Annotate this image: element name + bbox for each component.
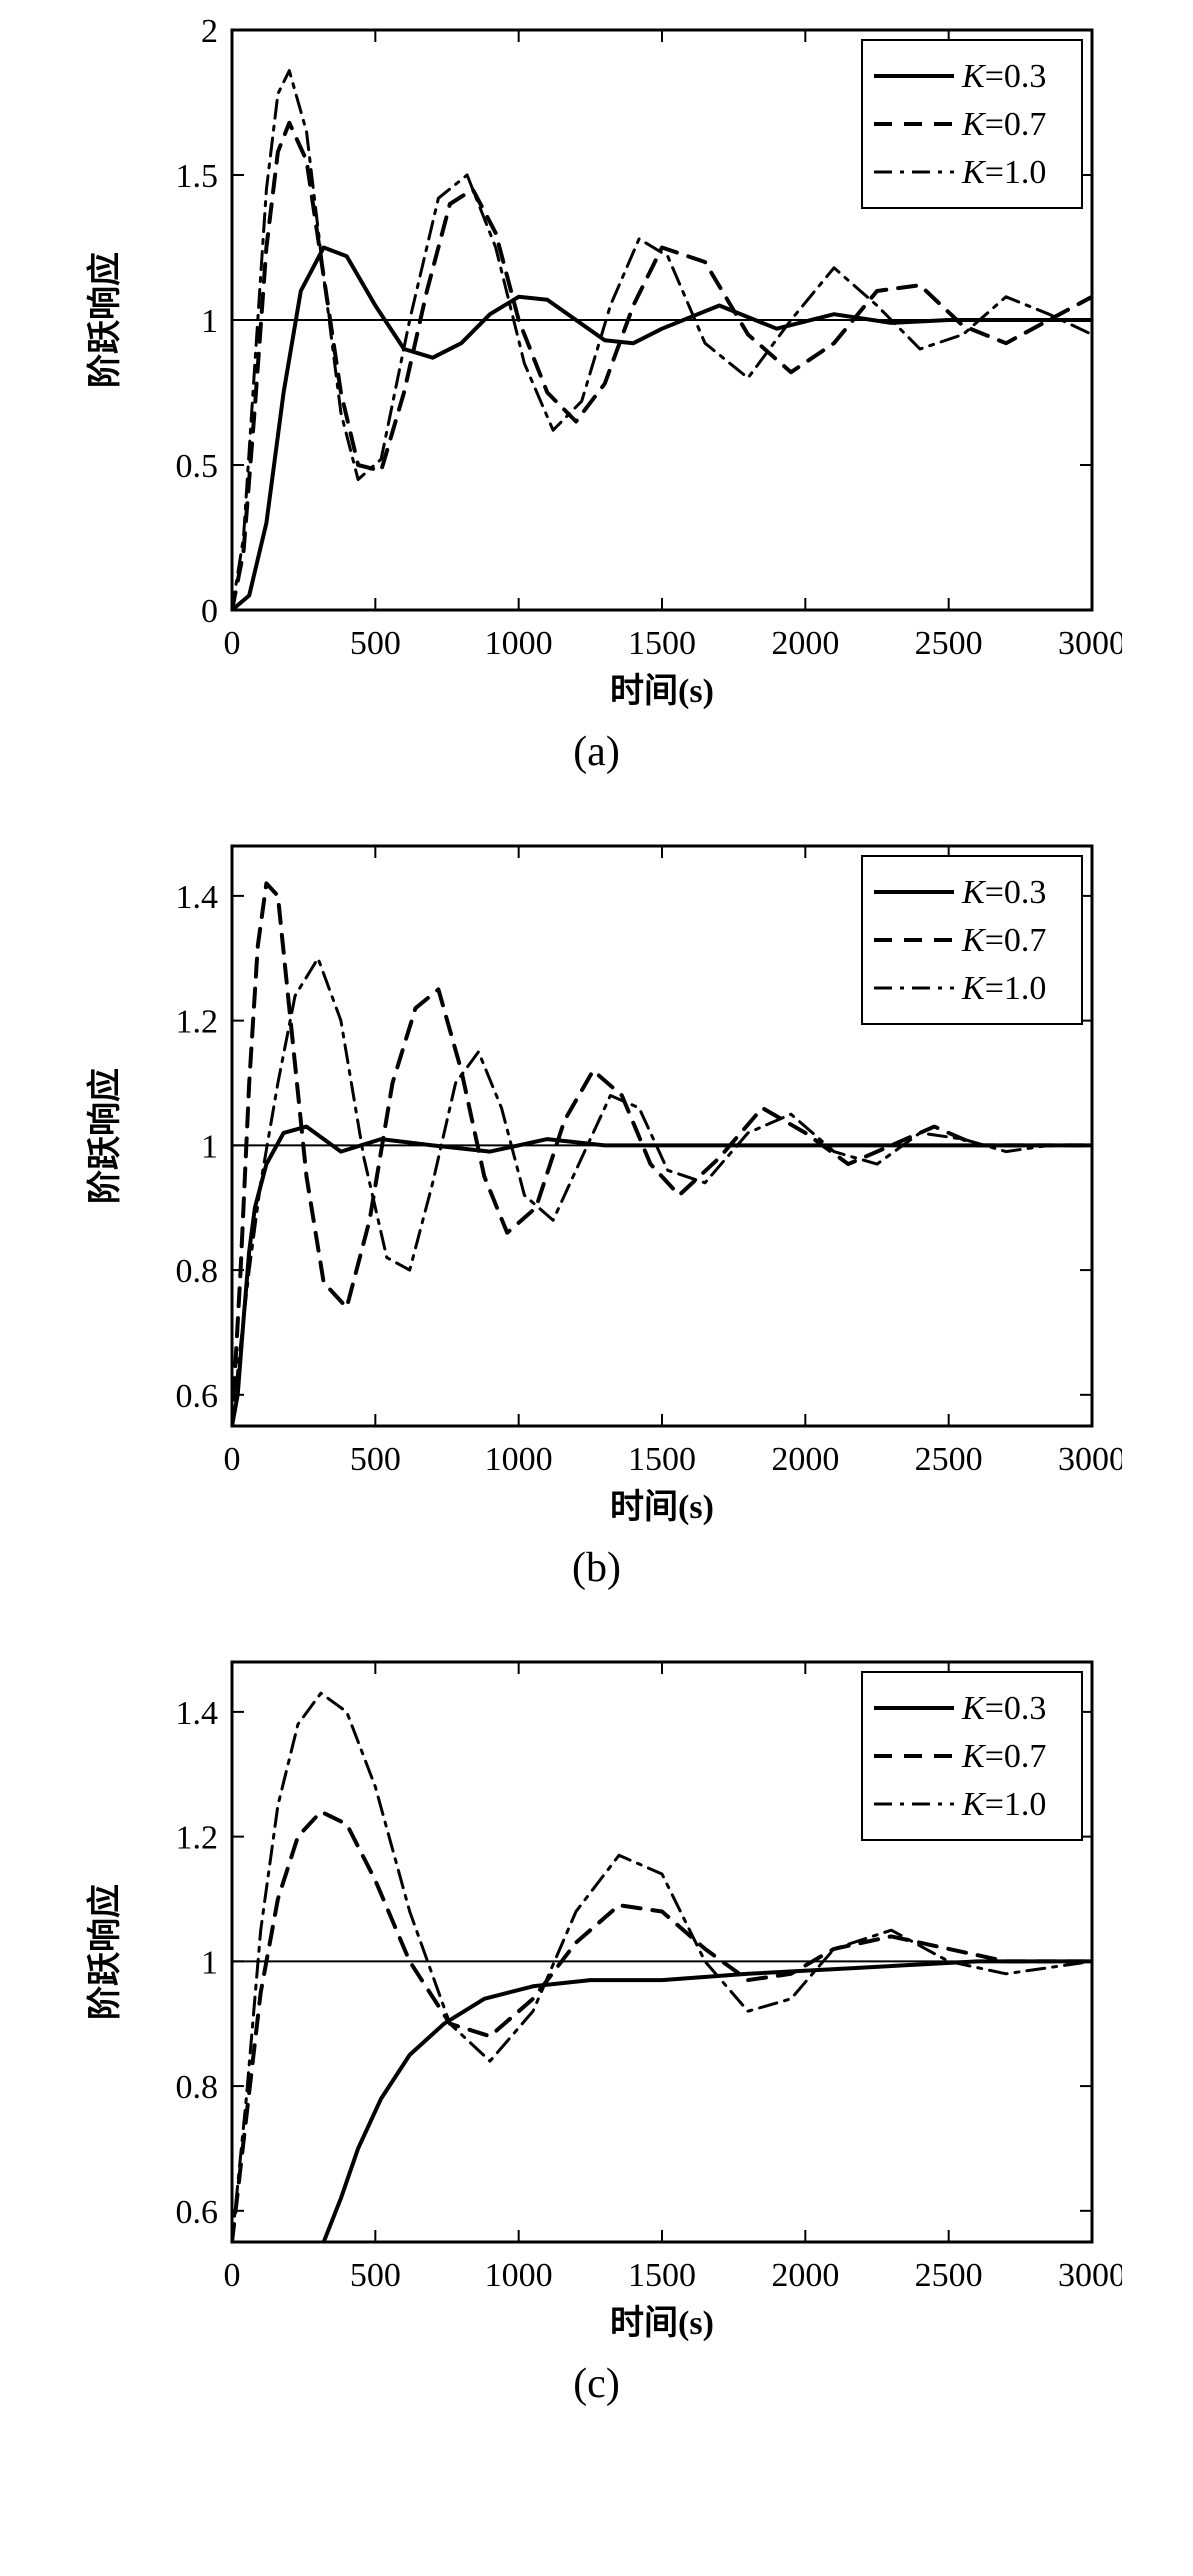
ytick-label: 1	[201, 1944, 218, 1981]
xtick-label: 1500	[628, 625, 696, 662]
xtick-label: 500	[349, 2257, 400, 2294]
legend-label: K=1.0	[961, 154, 1046, 191]
panel-a: 0 500 1000 1500 2000 2500 3000 0 0.5 1 1.5 2 时间(s) 阶跃…	[72, 0, 1122, 816]
figure-root: 05001000150020002500300000.511.52时间(s)阶跃…	[0, 0, 1193, 2448]
legend-label: K=1.0	[961, 970, 1046, 1007]
chart-svg-c: 0 500 1000 1500 2000 2500 3000 0.6 0.8 1 1.2 1.4 时间(…	[72, 1632, 1122, 2352]
panel-caption: (a)	[573, 728, 620, 776]
xlabel: 时间(s)	[610, 672, 714, 710]
ytick-label: 1.2	[175, 1004, 218, 1041]
xtick-label: 2500	[914, 1441, 982, 1478]
ytick-label: 1	[201, 1128, 218, 1165]
legend-label: K=0.3	[961, 874, 1046, 911]
panel-caption: (b)	[572, 1544, 621, 1592]
xtick-label: 1000	[484, 2257, 552, 2294]
xtick-label: 1000	[484, 625, 552, 662]
xtick-label: 2500	[914, 2257, 982, 2294]
legend: K=0.3 K=0.7 K=1.0	[862, 856, 1082, 1024]
legend-label: K=0.7	[961, 1738, 1046, 1775]
xtick-label: 3000	[1058, 625, 1122, 662]
xtick-label: 3000	[1058, 2257, 1122, 2294]
legend-label: K=1.0	[961, 1786, 1046, 1823]
series-solid	[232, 248, 1092, 611]
panel-c: 0 500 1000 1500 2000 2500 3000 0.6 0.8 1 1.2 1.4 时间(…	[72, 1632, 1122, 2448]
xtick-label: 3000	[1058, 1441, 1122, 1478]
series-dashdot	[232, 958, 1092, 1426]
xtick-label: 2500	[914, 625, 982, 662]
ytick-label: 1.4	[175, 879, 218, 916]
ytick-label: 0	[201, 593, 218, 630]
xtick-label: 500	[349, 625, 400, 662]
legend-label: K=0.3	[961, 58, 1046, 95]
xtick-label: 2000	[771, 2257, 839, 2294]
xlabel: 时间(s)	[610, 2304, 714, 2342]
legend-label: K=0.7	[961, 106, 1046, 143]
ytick-label: 0.8	[175, 2069, 218, 2106]
ytick-label: 2	[201, 13, 218, 50]
panel-caption: (c)	[573, 2360, 620, 2408]
chart-svg-b: 0 500 1000 1500 2000 2500 3000 0.6 0.8 1 1.2 1.4 时间(…	[72, 816, 1122, 1536]
xtick-label: 1000	[484, 1441, 552, 1478]
legend: K=0.3 K=0.7 K=1.0	[862, 40, 1082, 208]
xtick-label: 0	[223, 625, 240, 662]
ytick-label: 1	[201, 303, 218, 340]
legend-label: K=0.7	[961, 922, 1046, 959]
ytick-label: 0.6	[175, 2194, 218, 2231]
xlabel: 时间(s)	[610, 1488, 714, 1526]
xtick-label: 2000	[771, 1441, 839, 1478]
ylabel: 阶跃响应	[86, 1884, 124, 2020]
chart-svg-a: 0 500 1000 1500 2000 2500 3000 0 0.5 1 1.5 2 时间(s) 阶跃…	[72, 0, 1122, 720]
legend: K=0.3 K=0.7 K=1.0	[862, 1672, 1082, 1840]
series-solid	[232, 1127, 1092, 1426]
xtick-label: 1500	[628, 1441, 696, 1478]
xtick-label: 500	[349, 1441, 400, 1478]
panel-b: 0 500 1000 1500 2000 2500 3000 0.6 0.8 1 1.2 1.4 时间(…	[72, 816, 1122, 1632]
xtick-label: 1500	[628, 2257, 696, 2294]
xtick-label: 2000	[771, 625, 839, 662]
ytick-label: 1.2	[175, 1820, 218, 1857]
legend-label: K=0.3	[961, 1690, 1046, 1727]
ytick-label: 0.6	[175, 1378, 218, 1415]
ytick-label: 0.8	[175, 1253, 218, 1290]
xtick-label: 0	[223, 2257, 240, 2294]
ytick-label: 0.5	[175, 448, 218, 485]
panels-container: 05001000150020002500300000.511.52时间(s)阶跃…	[72, 0, 1122, 2448]
ytick-label: 1.5	[175, 158, 218, 195]
ylabel: 阶跃响应	[86, 1068, 124, 1204]
ylabel: 阶跃响应	[86, 252, 124, 388]
xtick-label: 0	[223, 1441, 240, 1478]
ytick-label: 1.4	[175, 1695, 218, 1732]
